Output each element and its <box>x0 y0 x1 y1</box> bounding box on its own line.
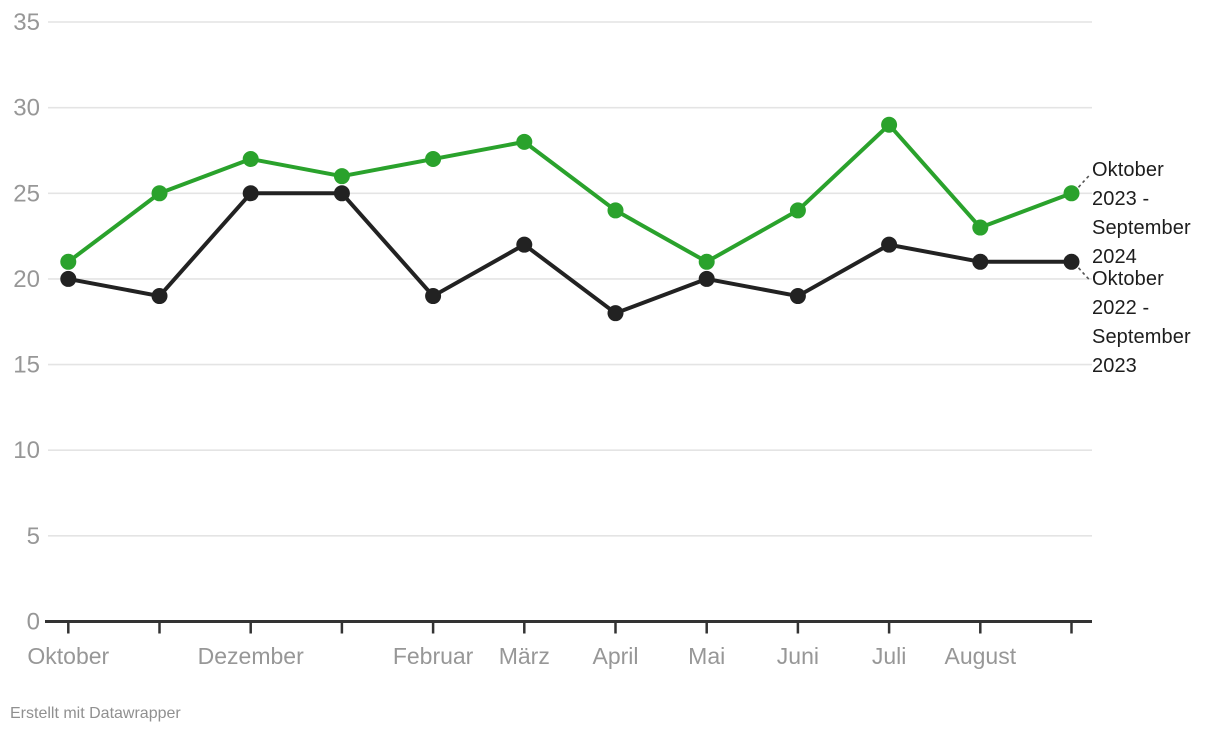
x-axis-tick-label: Juni <box>777 643 819 669</box>
series-line-1 <box>66 191 1074 316</box>
x-axis-tick-label: März <box>499 643 550 669</box>
y-axis-tick-label: 35 <box>13 9 40 36</box>
data-point <box>516 236 533 253</box>
y-axis-tick-label: 25 <box>13 180 40 207</box>
x-axis-tick-label: Juli <box>872 643 907 669</box>
data-point <box>698 270 715 287</box>
x-axis-tick-label: Dezember <box>198 643 304 669</box>
data-point <box>333 185 350 202</box>
data-point <box>242 185 259 202</box>
data-point <box>1063 253 1080 270</box>
y-axis-tick-label: 10 <box>13 437 40 464</box>
data-point <box>881 236 898 253</box>
data-point <box>516 133 533 150</box>
data-point <box>607 202 624 219</box>
series-label-okt2023-sep2024: Oktober 2023 - September 2024 <box>1092 159 1191 268</box>
label-connector <box>1077 173 1092 188</box>
y-axis-tick-label: 20 <box>13 266 40 293</box>
data-point <box>333 168 350 185</box>
series-line-0 <box>66 122 1074 264</box>
x-axis-tick-label: August <box>944 643 1016 669</box>
data-point <box>60 253 77 270</box>
series-label-okt2022-sep2023: Oktober 2022 - September 2023 <box>1092 268 1191 377</box>
data-point <box>425 288 442 305</box>
x-axis-tick-label: Mai <box>688 643 725 669</box>
y-axis-tick-label: 5 <box>27 523 40 550</box>
data-point <box>1063 185 1080 202</box>
data-point <box>789 202 806 219</box>
data-point <box>881 116 898 133</box>
x-axis-tick-label: Februar <box>393 643 474 669</box>
data-point <box>789 288 806 305</box>
x-axis-tick-label: April <box>592 643 638 669</box>
data-point <box>60 270 77 287</box>
data-point <box>242 151 259 168</box>
x-axis-tick-label: Oktober <box>27 643 109 669</box>
data-point <box>698 253 715 270</box>
label-connector <box>1077 267 1092 282</box>
data-point <box>151 288 168 305</box>
data-point <box>972 253 989 270</box>
data-point <box>151 185 168 202</box>
plot-area: 0 5 10 15 20 25 30 35 Oktober Dezember Februar März… <box>13 9 1092 669</box>
y-axis-tick-label: 30 <box>13 95 40 122</box>
y-axis-tick-label: 15 <box>13 352 40 379</box>
data-point <box>607 305 624 322</box>
y-axis-tick-label: 0 <box>27 609 40 636</box>
data-point <box>425 151 442 168</box>
datawrapper-credit: Erstellt mit Datawrapper <box>10 705 181 722</box>
data-point <box>972 219 989 236</box>
